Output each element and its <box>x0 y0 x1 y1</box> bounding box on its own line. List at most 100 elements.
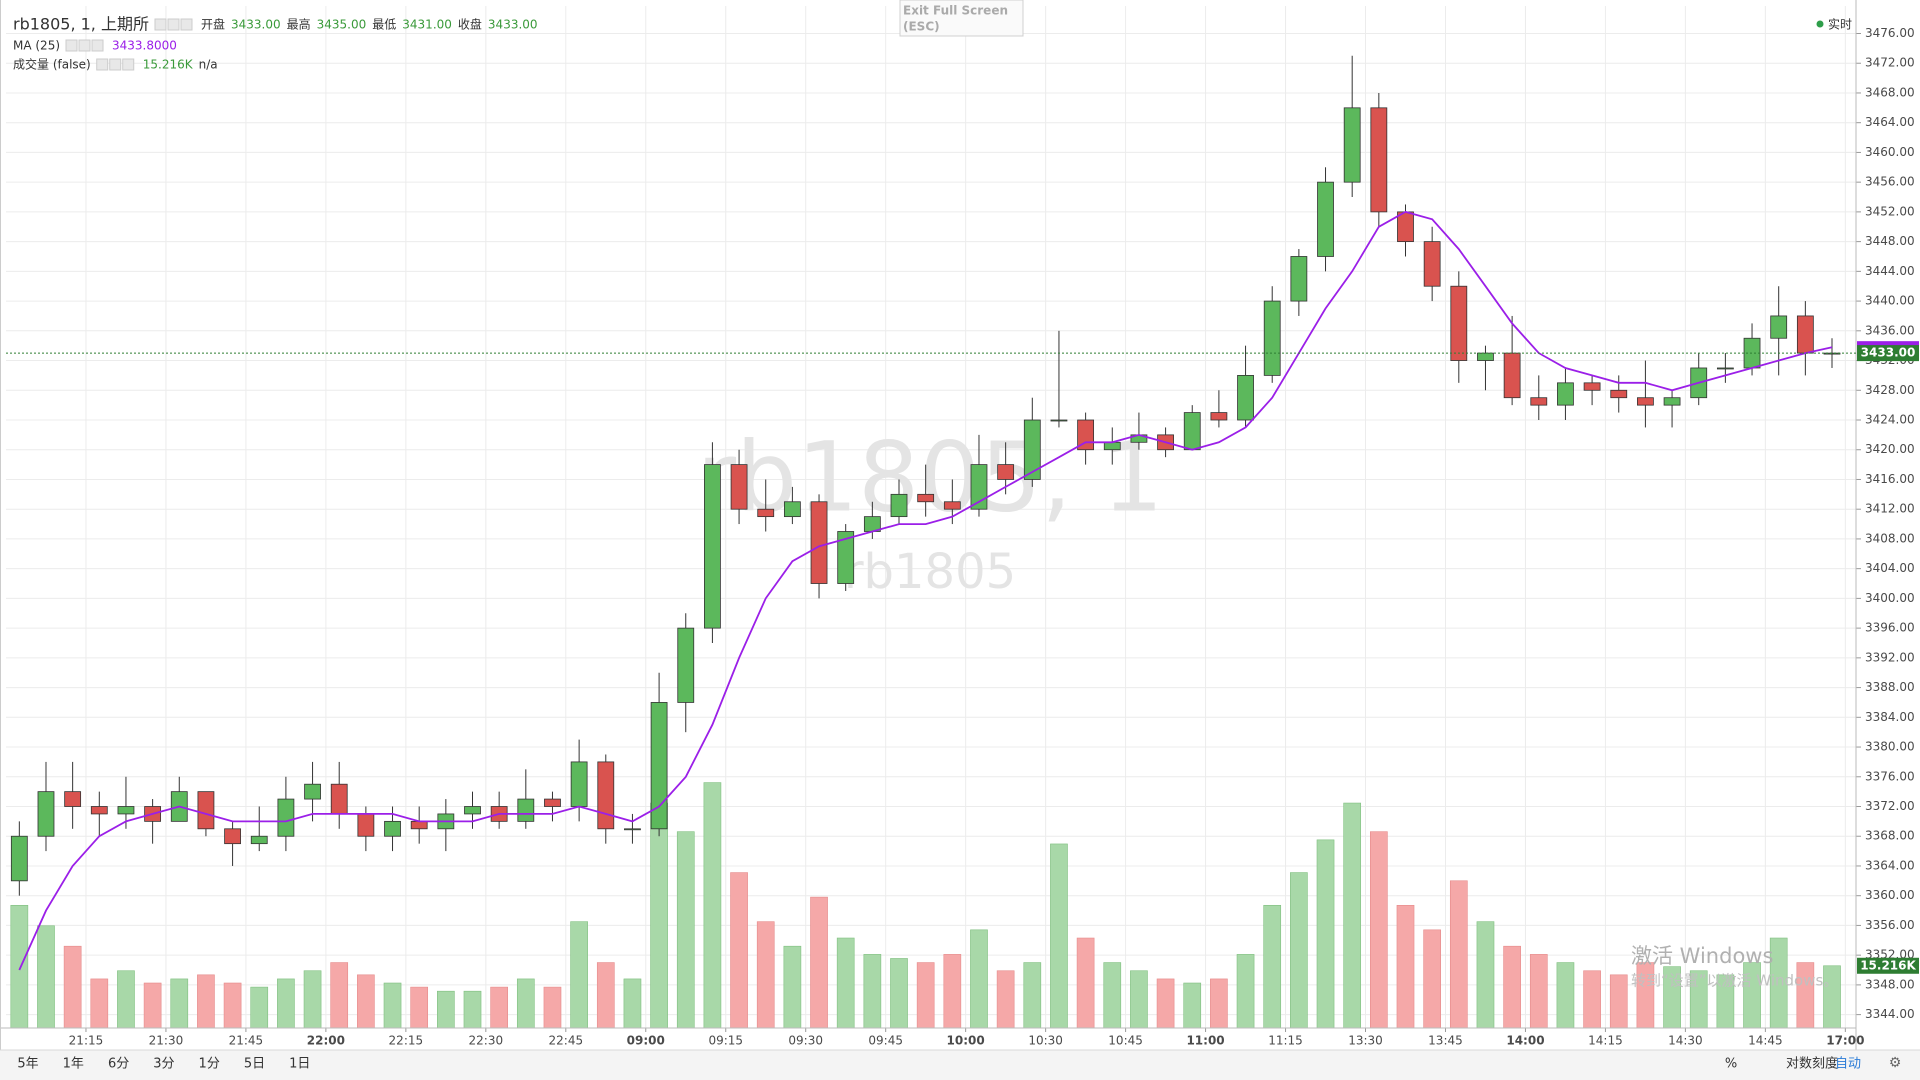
realtime-label[interactable]: 实时 <box>1828 17 1852 32</box>
ohlc-label: 开盘 <box>201 17 225 32</box>
legend-icon[interactable] <box>65 39 78 52</box>
y-tick-label: 3372.00 <box>1865 799 1915 813</box>
candle-body <box>1770 315 1788 339</box>
exit-fullscreen[interactable]: Exit Full Screen (ESC) <box>899 0 1024 37</box>
settings-icon[interactable]: ⚙ <box>1889 1055 1902 1071</box>
volume-bar <box>1103 962 1122 1029</box>
range-button[interactable]: 5年 <box>17 1057 38 1072</box>
candle-body <box>517 798 535 822</box>
range-button[interactable]: 6分 <box>108 1057 129 1072</box>
volume-bar <box>197 974 215 1029</box>
volume-badge-label: 15.216K <box>1860 958 1916 972</box>
candle-body <box>757 508 775 518</box>
range-button[interactable]: 5日 <box>244 1057 265 1072</box>
volume-bar <box>37 925 55 1029</box>
volume-bar <box>143 982 162 1029</box>
ohlc-label: 最高 <box>287 17 311 32</box>
x-tick-label: 09:45 <box>868 1034 903 1048</box>
candle-body <box>1423 241 1441 287</box>
legend-icon[interactable] <box>91 39 104 52</box>
x-tick-label: 09:15 <box>708 1034 743 1048</box>
option-button[interactable]: % <box>1725 1057 1737 1072</box>
legend-icon[interactable] <box>96 58 109 71</box>
legend-icon[interactable] <box>122 58 135 71</box>
legend-icon[interactable] <box>180 18 193 31</box>
x-tick-label: 22:45 <box>549 1034 584 1048</box>
y-tick-label: 3456.00 <box>1865 175 1915 189</box>
candle-body <box>1370 107 1388 213</box>
volume-bar <box>1370 831 1388 1029</box>
volume-bar <box>1210 978 1228 1029</box>
volume-bar <box>1396 904 1415 1029</box>
y-tick-label: 3436.00 <box>1865 323 1915 337</box>
range-button[interactable]: 3分 <box>153 1057 174 1072</box>
ma-line <box>18 210 1833 971</box>
candle-body <box>544 798 561 807</box>
volume-bar <box>357 974 375 1029</box>
volume-value: 15.216K <box>143 58 194 72</box>
volume-bar <box>1609 974 1628 1029</box>
option-button[interactable]: 对数刻度 <box>1786 1056 1838 1072</box>
volume-bar <box>410 986 429 1029</box>
candle-body <box>943 501 961 510</box>
volume-bar <box>516 978 535 1029</box>
volume-bar <box>970 929 988 1029</box>
y-tick-label: 3380.00 <box>1865 740 1915 754</box>
y-tick-label: 3428.00 <box>1865 383 1915 397</box>
x-tick-label: 21:30 <box>149 1034 184 1048</box>
range-button[interactable]: 1分 <box>199 1057 220 1072</box>
y-tick-label: 3388.00 <box>1865 680 1915 694</box>
exit-box[interactable] <box>899 0 1024 37</box>
candle-body <box>464 806 481 815</box>
volume-bar <box>623 978 642 1029</box>
candle-body <box>704 464 721 629</box>
exit-text[interactable]: Exit Full Screen <box>903 4 1008 18</box>
ma-badge <box>1857 341 1919 347</box>
y-tick-label: 3368.00 <box>1865 829 1915 843</box>
candle-body <box>1183 412 1201 451</box>
candle-body <box>1237 375 1254 421</box>
ohlc-value: 3431.00 <box>402 18 452 32</box>
chart-title: rb1805, 1, 上期所 <box>13 15 149 34</box>
candle-body <box>1263 300 1281 376</box>
volume-bar <box>863 954 882 1029</box>
x-tick-label: 13:45 <box>1428 1034 1463 1048</box>
candle-body <box>197 791 215 830</box>
candle-body <box>250 835 268 845</box>
legend-icon[interactable] <box>167 18 180 31</box>
volume-bar <box>1556 962 1575 1029</box>
y-tick-label: 3412.00 <box>1865 502 1915 516</box>
y-tick-label: 3392.00 <box>1865 650 1915 664</box>
volume-bar <box>543 986 562 1029</box>
volume-bar <box>890 958 908 1029</box>
legend-icon[interactable] <box>109 58 122 71</box>
candle-body <box>1823 352 1841 355</box>
esc-text[interactable]: (ESC) <box>903 20 940 34</box>
candles <box>10 55 1841 896</box>
x-tick-label: 17:00 <box>1826 1034 1864 1048</box>
x-tick-label: 22:00 <box>307 1034 345 1048</box>
volume-bar <box>223 982 242 1029</box>
y-tick-label: 3464.00 <box>1865 115 1915 129</box>
candle-body <box>277 798 295 837</box>
volume-bar <box>1050 843 1068 1029</box>
candle-body <box>810 501 828 584</box>
candle-body <box>730 464 748 510</box>
volume-bar <box>836 937 855 1029</box>
candle-body <box>570 761 588 807</box>
candle-body <box>1397 211 1414 243</box>
range-button[interactable]: 1年 <box>63 1057 84 1072</box>
option-button[interactable]: 自动 <box>1835 1057 1861 1072</box>
y-tick-label: 3476.00 <box>1865 26 1915 40</box>
volume-bar <box>1423 929 1441 1029</box>
x-tick-label: 22:30 <box>469 1034 504 1048</box>
range-button[interactable]: 1日 <box>289 1057 310 1072</box>
volume-bar <box>1023 962 1042 1029</box>
legend-icon[interactable] <box>154 18 167 31</box>
legend-icon[interactable] <box>78 39 91 52</box>
candle-body <box>597 761 615 830</box>
volume-bar <box>916 962 935 1029</box>
volume-bar <box>1343 802 1362 1029</box>
legend: rb1805, 1, 上期所 开盘 3433.00 最高 3435.00 最低 3431.0… <box>13 15 538 72</box>
